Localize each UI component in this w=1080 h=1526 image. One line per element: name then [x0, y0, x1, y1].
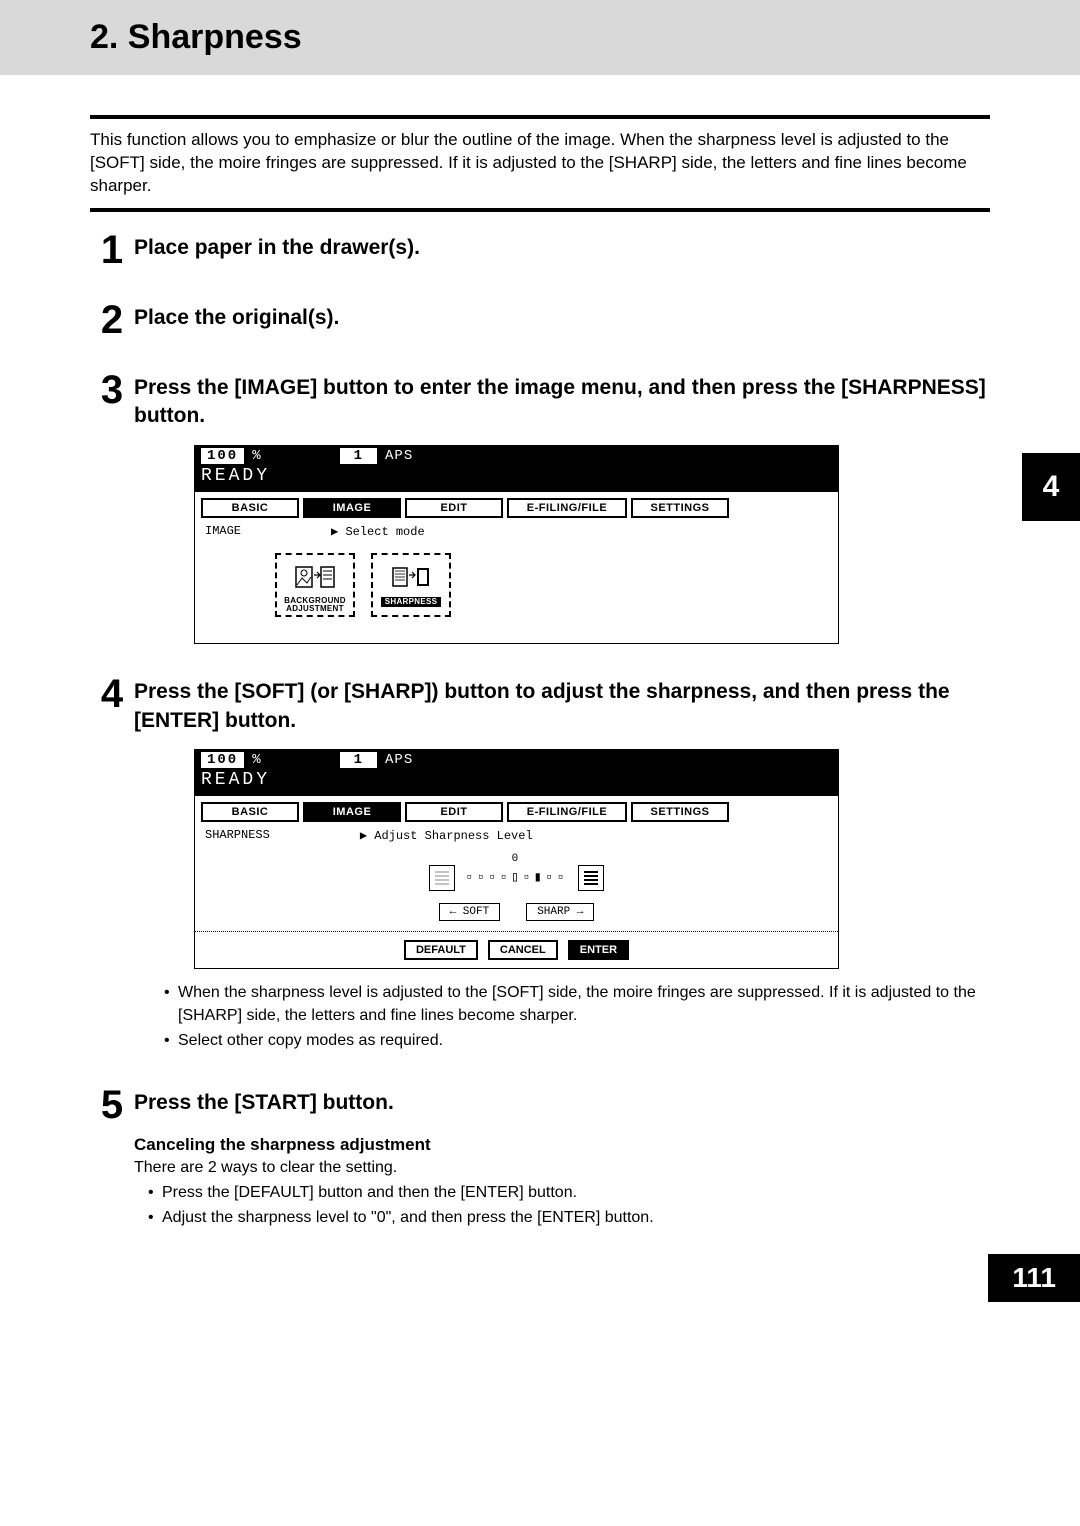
lcd-zoom-unit: %: [252, 448, 261, 464]
lcd-screenshot-sharpness: 100 % 1 APS READY BASIC IMAGE EDIT E-FIL…: [194, 749, 839, 969]
chapter-tab: 4: [1022, 453, 1080, 521]
step: 3 Press the [IMAGE] button to enter the …: [90, 370, 990, 644]
note-item: When the sharpness level is adjusted to …: [164, 981, 990, 1027]
cancel-intro: There are 2 ways to clear the setting.: [134, 1157, 990, 1179]
intro-text: This function allows you to emphasize or…: [90, 129, 990, 198]
lcd-tab-settings[interactable]: SETTINGS: [631, 802, 729, 822]
step: 2 Place the original(s).: [90, 300, 990, 340]
divider: [90, 115, 990, 119]
lcd-screenshot-image-menu: 100 % 1 APS READY BASIC IMAGE EDIT E-FIL…: [194, 445, 839, 645]
lcd-tab-image[interactable]: IMAGE: [303, 802, 401, 822]
step-number: 2: [90, 300, 134, 340]
lcd-status: READY: [201, 770, 832, 790]
scale-marks: 0 ▫▫▫▫▯▫▮▫▫: [465, 869, 568, 886]
lcd-button-enter[interactable]: ENTER: [568, 940, 629, 960]
step-number: 5: [90, 1085, 134, 1125]
lcd-tab-image[interactable]: IMAGE: [303, 498, 401, 518]
background-adjustment-icon: [277, 559, 353, 595]
step: 1 Place paper in the drawer(s).: [90, 230, 990, 270]
lcd-zoom: 100: [207, 448, 238, 464]
lcd-tab-efiling[interactable]: E-FILING/FILE: [507, 802, 627, 822]
step-number: 3: [90, 370, 134, 410]
lcd-button-label: BACKGROUNDADJUSTMENT: [277, 597, 353, 614]
sharp-preview-icon: [578, 865, 604, 891]
step-notes: When the sharpness level is adjusted to …: [134, 981, 990, 1053]
lcd-prompt: ▶ Adjust Sharpness Level: [360, 828, 533, 843]
lcd-zoom: 100: [207, 752, 238, 768]
lcd-tab-basic[interactable]: BASIC: [201, 498, 299, 518]
lcd-tab-settings[interactable]: SETTINGS: [631, 498, 729, 518]
soft-preview-icon: [429, 865, 455, 891]
step-title: Press the [START] button.: [134, 1089, 990, 1117]
step: 5 Press the [START] button. Canceling th…: [90, 1085, 990, 1232]
lcd-button-sharpness[interactable]: SHARPNESS: [371, 553, 451, 618]
lcd-button-cancel[interactable]: CANCEL: [488, 940, 558, 960]
lcd-tab-efiling[interactable]: E-FILING/FILE: [507, 498, 627, 518]
step-title: Press the [IMAGE] button to enter the im…: [134, 374, 990, 431]
lcd-qty: 1: [354, 752, 363, 768]
sharpness-icon: [373, 559, 449, 595]
section-title-bar: 2. Sharpness: [0, 0, 1080, 75]
lcd-tab-edit[interactable]: EDIT: [405, 498, 503, 518]
cancel-heading: Canceling the sharpness adjustment: [134, 1135, 990, 1155]
step-number: 1: [90, 230, 134, 270]
lcd-breadcrumb: SHARPNESS: [205, 828, 270, 843]
section-title: 2. Sharpness: [90, 18, 1080, 57]
sharpness-scale: 0 ▫▫▫▫▯▫▮▫▫: [205, 865, 828, 891]
cancel-methods: Press the [DEFAULT] button and then the …: [134, 1181, 990, 1229]
lcd-tab-basic[interactable]: BASIC: [201, 802, 299, 822]
step-title: Press the [SOFT] (or [SHARP]) button to …: [134, 678, 990, 735]
step-number: 4: [90, 674, 134, 714]
step: 4 Press the [SOFT] (or [SHARP]) button t…: [90, 674, 990, 1054]
note-item: Select other copy modes as required.: [164, 1029, 990, 1052]
step-title: Place paper in the drawer(s).: [134, 234, 990, 262]
lcd-button-default[interactable]: DEFAULT: [404, 940, 478, 960]
lcd-mode: APS: [385, 752, 413, 768]
lcd-button-soft[interactable]: ← SOFT: [439, 903, 501, 921]
lcd-button-sharp[interactable]: SHARP →: [526, 903, 594, 921]
lcd-mode: APS: [385, 448, 413, 464]
lcd-zoom-unit: %: [252, 752, 261, 768]
cancel-method: Press the [DEFAULT] button and then the …: [148, 1181, 990, 1204]
lcd-breadcrumb: IMAGE: [205, 524, 241, 539]
cancel-method: Adjust the sharpness level to "0", and t…: [148, 1206, 990, 1229]
chapter-number: 4: [1043, 470, 1060, 504]
lcd-qty: 1: [354, 448, 363, 464]
lcd-tab-edit[interactable]: EDIT: [405, 802, 503, 822]
page-number: 111: [988, 1254, 1080, 1302]
lcd-button-label: SHARPNESS: [381, 597, 442, 607]
divider: [90, 208, 990, 212]
step-title: Place the original(s).: [134, 304, 990, 332]
scale-zero-label: 0: [512, 853, 522, 865]
lcd-prompt: ▶ Select mode: [331, 524, 425, 539]
lcd-button-background-adjustment[interactable]: BACKGROUNDADJUSTMENT: [275, 553, 355, 618]
lcd-status: READY: [201, 466, 832, 486]
